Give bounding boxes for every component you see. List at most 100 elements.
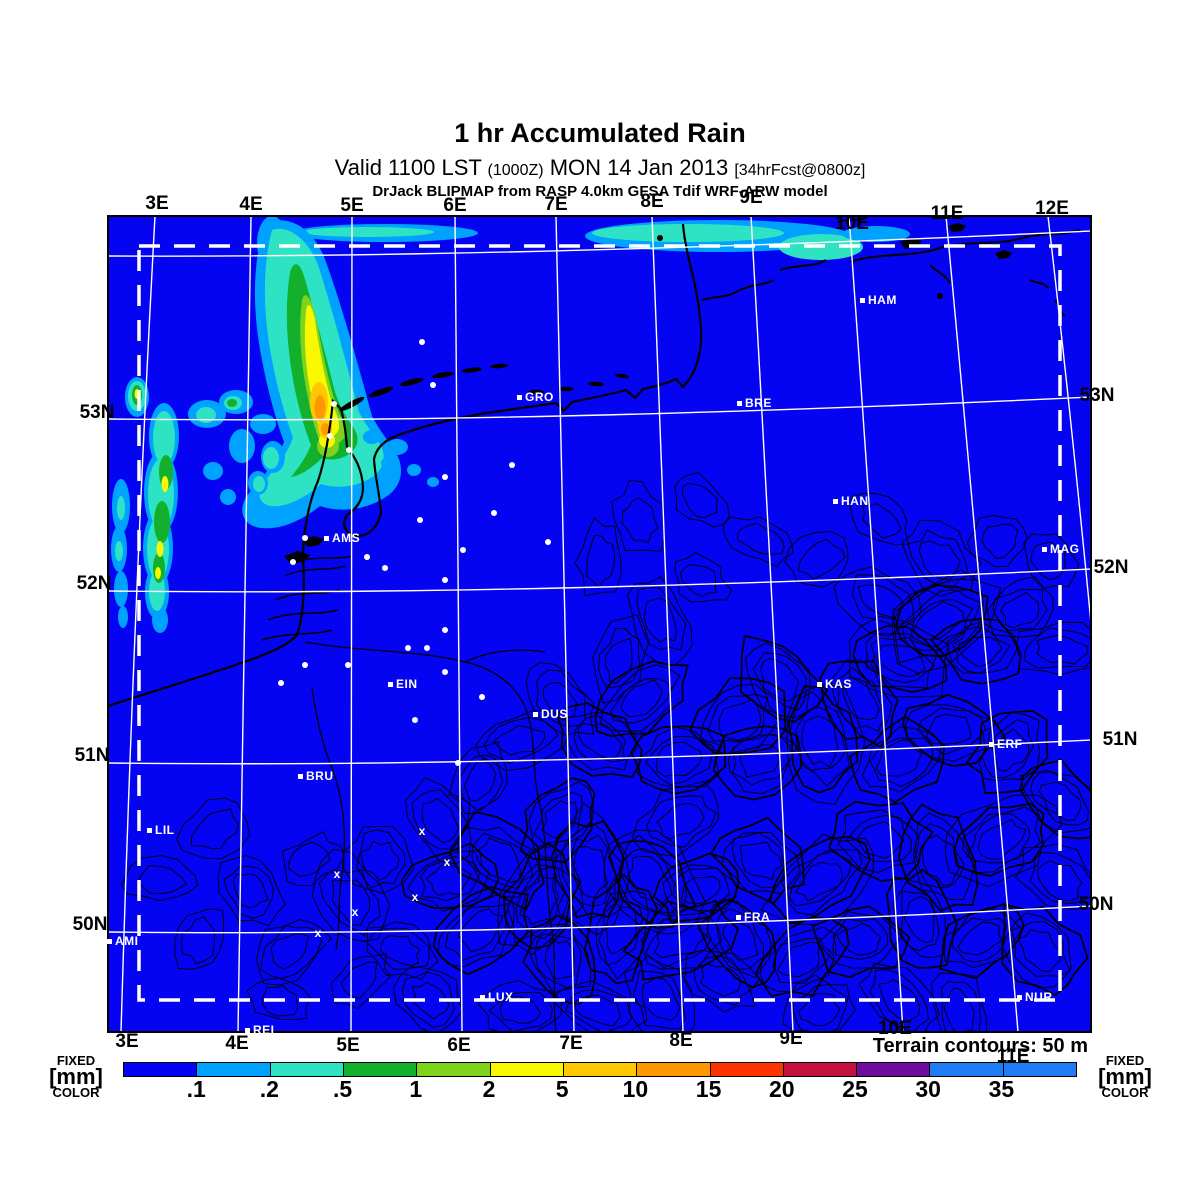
- city-name: FRA: [744, 910, 771, 924]
- terrain-contour: [780, 849, 863, 916]
- forecast-cycle: [34hrFcst@0800z]: [734, 162, 866, 179]
- city-label-mag: MAG: [1042, 542, 1080, 556]
- terrain-contour: [842, 677, 880, 721]
- terrain-contour: [1001, 912, 1072, 989]
- colorbar-tick-label: 2: [482, 1076, 496, 1102]
- lon-label-top-9e: 9E: [739, 187, 763, 208]
- model-subtitle: DrJack BLIPMAP from RASP 4.0km GFSA Tdif…: [372, 183, 828, 200]
- station-x-mark: x: [333, 867, 341, 881]
- terrain-contour: [191, 808, 239, 849]
- colorbar-cell: [343, 1063, 418, 1076]
- terrain-contour: [360, 840, 400, 881]
- terrain-contour: [674, 472, 731, 528]
- terrain-contour: [903, 896, 935, 944]
- terrain-contour: [689, 677, 787, 755]
- terrain-contour: [400, 842, 500, 909]
- terrain-contour: [797, 538, 846, 580]
- station-dot: [405, 645, 411, 651]
- terrain-contour: [957, 921, 1003, 956]
- station-dot: [412, 717, 418, 723]
- terrain-contour: [930, 618, 1022, 685]
- terrain-contour: [836, 666, 883, 732]
- terrain-contour: [759, 657, 800, 702]
- terrain-contour: [463, 758, 497, 802]
- station-dot: [345, 662, 351, 668]
- color-label: COLOR: [1101, 1085, 1149, 1100]
- terrain-contour: [832, 918, 889, 960]
- terrain-contour: [270, 933, 310, 970]
- terrain-contour: [471, 832, 534, 890]
- colorbar-cell: [417, 1063, 491, 1076]
- colorbar-tick-label: .5: [333, 1076, 353, 1102]
- terrain-contour: [577, 722, 623, 760]
- terrain-contour: [583, 873, 659, 985]
- terrain-contour: [1036, 634, 1089, 665]
- terrain-contour: [907, 529, 970, 590]
- terrain-contour: [721, 832, 801, 894]
- terrain-contour: [876, 644, 926, 678]
- lon-label-bottom-8e: 8E: [669, 1030, 693, 1051]
- colorbar-tick-label: 10: [622, 1076, 649, 1102]
- color-label: COLOR: [52, 1085, 100, 1100]
- lat-label-left-50n: 50N: [72, 914, 108, 935]
- city-name: GRO: [525, 390, 554, 404]
- terrain-contour: [921, 834, 960, 887]
- terrain-contour: [865, 633, 939, 689]
- terrain-contour: [621, 497, 659, 543]
- terrain-contour: [533, 791, 583, 849]
- terrain-contour: [573, 845, 608, 899]
- terrain-contour: [459, 754, 504, 811]
- terrain-contour: [287, 841, 331, 877]
- terrain-contour: [943, 907, 1023, 969]
- terrain-contour: [683, 949, 761, 1013]
- colorbar-cell: [563, 1063, 638, 1076]
- terrain-contour: [846, 814, 912, 863]
- terrain-contour: [953, 802, 1045, 877]
- terrain-contour: [789, 851, 852, 907]
- terrain-contour: [722, 516, 794, 568]
- city-name: HAN: [841, 494, 869, 508]
- terrain-contour: [573, 714, 627, 763]
- city-name: ERF: [997, 737, 1023, 751]
- colorbar-cell: [490, 1063, 564, 1076]
- station-dot: [331, 401, 337, 407]
- terrain-contour: [402, 971, 455, 1028]
- terrain-contour: [1011, 921, 1071, 977]
- colorbar-cell: [710, 1063, 784, 1076]
- lon-label-bottom-6e: 6E: [447, 1035, 471, 1056]
- terrain-contour: [652, 852, 740, 924]
- lat-label-left-52n: 52N: [76, 573, 112, 594]
- station-dot: [460, 547, 466, 553]
- station-dot: [302, 535, 308, 541]
- terrain-contour: [852, 574, 915, 625]
- city-label-fra: FRA: [736, 910, 770, 924]
- terrain-contour: [958, 636, 1003, 667]
- city-dot: [1017, 994, 1022, 1000]
- terrain-contour: [681, 482, 718, 519]
- colorbar-cell: [637, 1063, 711, 1076]
- terrain-contour: [722, 919, 759, 961]
- lat-label-right-50n: 50N: [1078, 894, 1114, 915]
- model-domain-boundary: [137, 244, 1062, 1002]
- city-label-kas: KAS: [817, 677, 852, 691]
- units-label: [mm]: [1098, 1064, 1152, 1089]
- terrain-contour: [772, 937, 832, 984]
- terrain-contour: [1023, 533, 1080, 589]
- terrain-contour: [256, 919, 333, 986]
- station-dot: [442, 474, 448, 480]
- terrain-contour: [137, 865, 188, 895]
- terrain-contour: [477, 980, 563, 1031]
- terrain-contour: [943, 987, 975, 1031]
- city-dot: [989, 741, 994, 747]
- station-dot: [424, 645, 430, 651]
- terrain-contour: [552, 802, 630, 936]
- lon-label-top-4e: 4E: [239, 194, 263, 215]
- terrain-contour: [759, 926, 836, 993]
- lon-label-top-7e: 7E: [544, 194, 568, 215]
- station-dot: [442, 577, 448, 583]
- station-dot: [346, 447, 352, 453]
- station-dot: [327, 433, 333, 439]
- terrain-contour: [437, 894, 515, 968]
- colorbar-tick-label: 35: [988, 1076, 1015, 1102]
- terrain-contour: [740, 634, 829, 723]
